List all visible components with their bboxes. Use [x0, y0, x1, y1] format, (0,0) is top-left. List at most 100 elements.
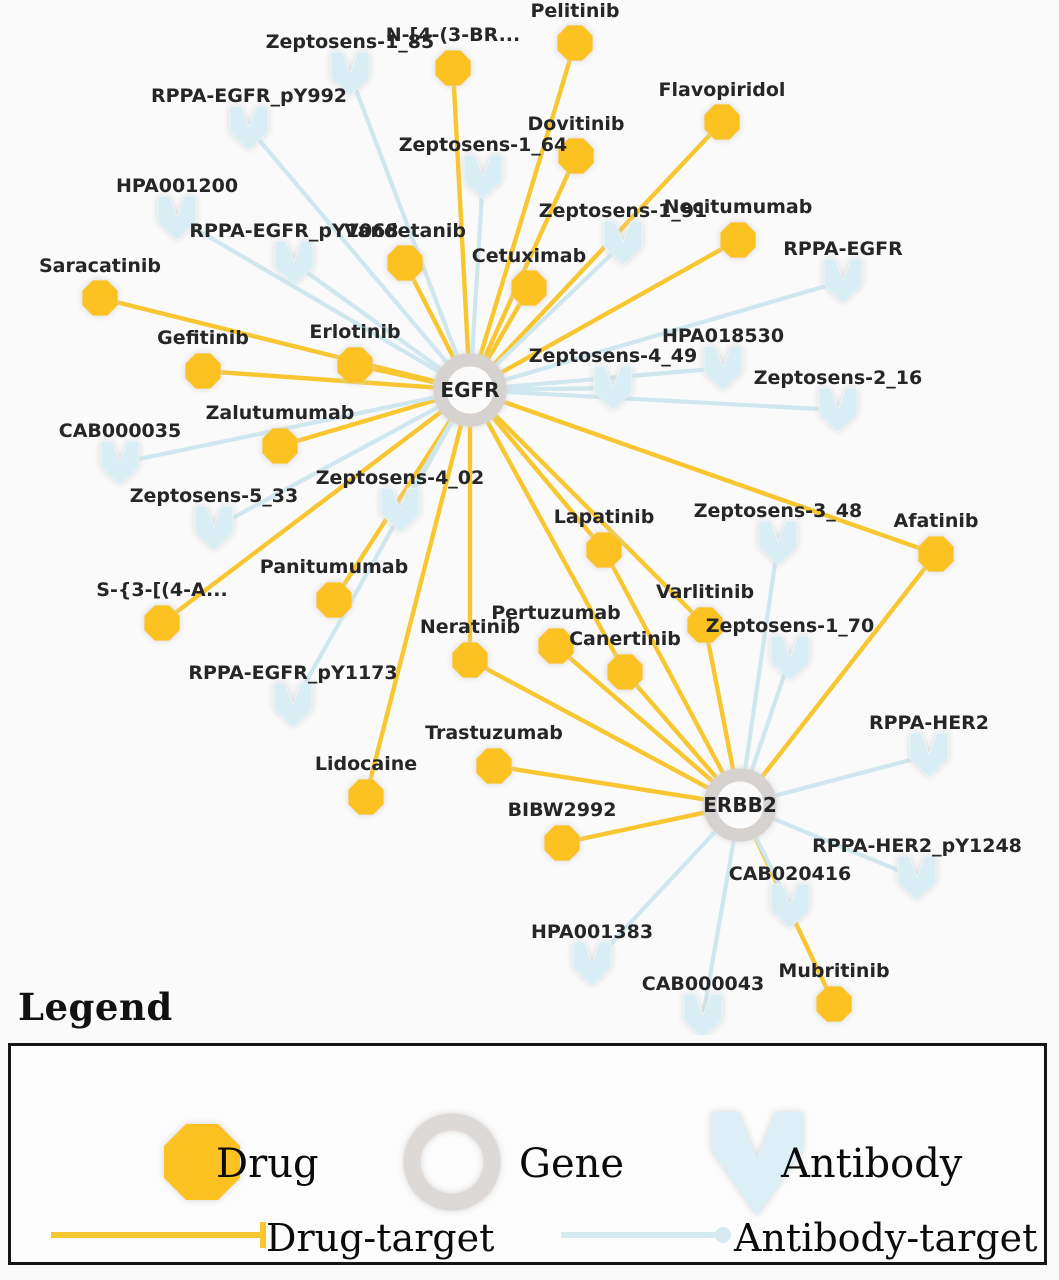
octagon-icon: [538, 628, 574, 664]
drug-node[interactable]: [435, 50, 471, 86]
drug-node[interactable]: [544, 825, 580, 861]
antibody-label: Zeptosens-1_85: [266, 31, 434, 53]
drug-node[interactable]: [452, 642, 488, 678]
drug-node[interactable]: [387, 245, 423, 281]
chevron-icon: [593, 365, 633, 411]
edge-line: [765, 752, 932, 800]
chevron-icon: [683, 993, 723, 1035]
drug-node[interactable]: [262, 428, 298, 464]
antibody-node[interactable]: [703, 345, 743, 391]
chevron-icon: [380, 487, 420, 533]
drug-target-edge: [450, 65, 478, 364]
drug-label: Varlitinib: [656, 581, 754, 603]
drug-node[interactable]: [476, 748, 512, 784]
drug-node[interactable]: [687, 607, 723, 643]
legend-box: Drug Gene Antibody Drug-target Antibody-…: [8, 1043, 1047, 1265]
edge-line: [491, 763, 714, 803]
gene-node[interactable]: [433, 353, 507, 427]
drug-node[interactable]: [816, 986, 852, 1022]
legend-antibody-target-edge: [561, 1227, 731, 1243]
antibody-label: CAB000035: [59, 420, 181, 442]
drug-node[interactable]: [538, 628, 574, 664]
antibody-target-edge: [174, 215, 451, 381]
octagon-icon: [387, 245, 423, 281]
gene-node[interactable]: [703, 768, 777, 842]
legend-label-drug-target: Drug-target: [266, 1216, 495, 1260]
octagon-icon: [607, 654, 643, 690]
antibody-node[interactable]: [229, 105, 269, 151]
antibody-label: RPPA-HER2_pY1248: [812, 835, 1022, 857]
antibody-node[interactable]: [194, 505, 234, 551]
antibody-node[interactable]: [909, 732, 949, 778]
edge-line: [495, 278, 846, 384]
gene-label: ERBB2: [703, 793, 776, 817]
edge-line: [559, 808, 714, 846]
chevron-icon: [330, 51, 370, 97]
drug-node[interactable]: [704, 104, 740, 140]
antibody-node[interactable]: [770, 635, 810, 681]
drug-label: BIBW2992: [508, 799, 617, 821]
drug-node[interactable]: [720, 222, 756, 258]
drug-label: S-{3-[(4-A...: [96, 579, 227, 601]
edge-line: [742, 540, 781, 779]
antibody-node[interactable]: [758, 520, 798, 566]
drug-node[interactable]: [337, 347, 373, 383]
ring-icon: [433, 353, 507, 427]
legend-label-drug: Drug: [216, 1141, 319, 1187]
antibody-node[interactable]: [274, 240, 314, 286]
chevron-icon: [770, 635, 810, 681]
chevron-icon: [229, 105, 269, 151]
edge-line: [496, 389, 841, 413]
drug-node[interactable]: [607, 654, 643, 690]
drug-node[interactable]: [316, 582, 352, 618]
edge-line: [755, 551, 939, 785]
antibody-node[interactable]: [897, 855, 937, 901]
antibody-node[interactable]: [603, 220, 643, 266]
edge-line: [764, 813, 920, 881]
drug-label: Zalutumumab: [206, 402, 355, 424]
drug-node[interactable]: [558, 138, 594, 174]
legend-label-antibody-target: Antibody-target: [734, 1216, 1038, 1260]
octagon-icon: [720, 222, 756, 258]
antibody-node[interactable]: [273, 682, 313, 728]
antibody-label: RPPA-EGFR: [783, 238, 903, 260]
chevron-icon: [703, 345, 743, 391]
drug-label: Neratinib: [420, 616, 520, 638]
antibody-node[interactable]: [683, 993, 723, 1035]
octagon-icon: [82, 280, 118, 316]
drug-node[interactable]: [557, 25, 593, 61]
antibody-label: Zeptosens-2_16: [754, 367, 922, 389]
drug-label: Mubritinib: [778, 960, 889, 982]
antibody-node[interactable]: [380, 487, 420, 533]
antibody-node[interactable]: [463, 154, 503, 200]
antibody-node[interactable]: [572, 941, 612, 987]
antibody-label: Zeptosens-4_49: [529, 345, 697, 367]
octagon-icon: [337, 347, 373, 383]
antibody-node[interactable]: [823, 258, 863, 304]
drug-label: Gefitinib: [157, 327, 249, 349]
legend-title: Legend: [18, 985, 173, 1029]
drug-node[interactable]: [918, 536, 954, 572]
drug-node[interactable]: [185, 353, 221, 389]
drug-node[interactable]: [586, 532, 622, 568]
legend-gene-icon: [403, 1113, 501, 1211]
chevron-icon: [909, 732, 949, 778]
antibody-label: Zeptosens-1_91: [539, 200, 707, 222]
label-layer: EGFR ERBB2 Pelitinib N-[4-(3-BR... Flavopiri…: [39, 0, 1022, 995]
drug-label: Pertuzumab: [491, 602, 621, 624]
drug-node[interactable]: [511, 270, 547, 306]
antibody-node[interactable]: [330, 51, 370, 97]
antibody-node[interactable]: [100, 440, 140, 486]
edge-line: [291, 260, 449, 376]
edge-line: [402, 260, 459, 367]
chevron-icon: [572, 941, 612, 987]
drug-node[interactable]: [144, 605, 180, 641]
antibody-node[interactable]: [818, 387, 858, 433]
antibody-node[interactable]: [770, 883, 810, 929]
drug-node[interactable]: [82, 280, 118, 316]
edge-line: [211, 401, 447, 531]
drug-node[interactable]: [348, 779, 384, 815]
antibody-node[interactable]: [157, 195, 197, 241]
antibody-node[interactable]: [593, 365, 633, 411]
drug-label: N-[4-(3-BR...: [386, 24, 520, 46]
